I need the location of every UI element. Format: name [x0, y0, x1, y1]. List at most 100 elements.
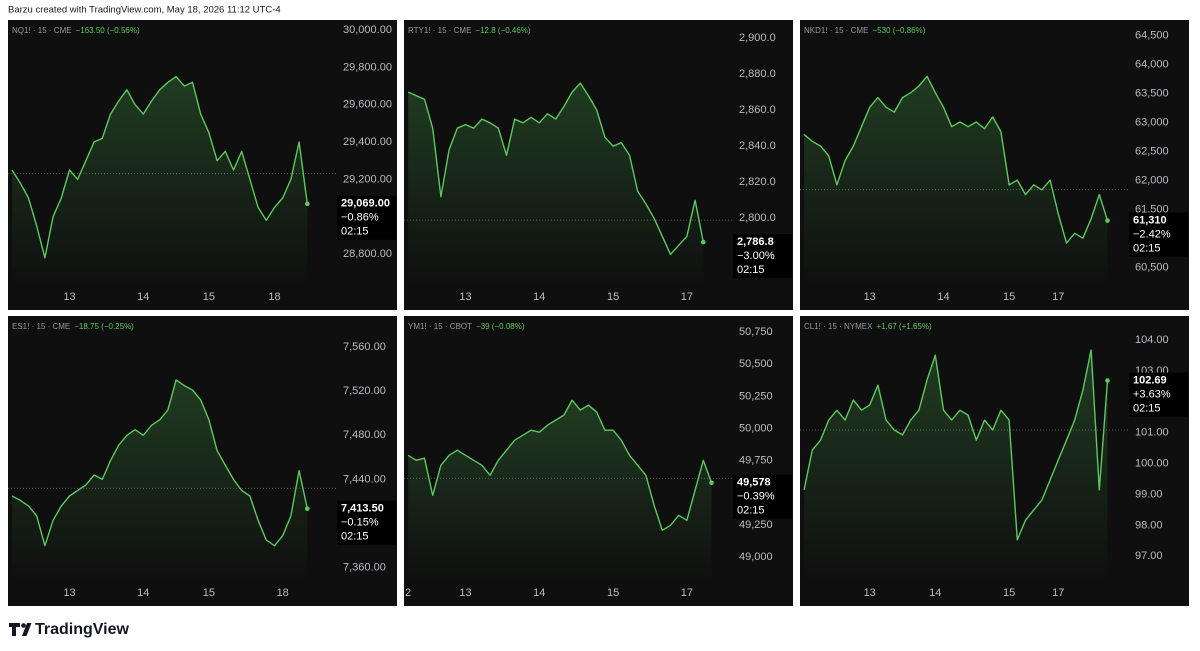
price-box-change: −0.39%: [737, 491, 775, 503]
price-box: [733, 474, 792, 519]
price-box: [337, 195, 396, 240]
price-line: [407, 82, 704, 256]
legend-symbol: NQ1! · 15 · CME: [12, 26, 72, 35]
y-tick-label: 62,500: [1135, 145, 1169, 157]
legend: NKD1! · 15 · CME −530 (−0.86%): [804, 26, 926, 35]
y-tick-label: 99.00: [1135, 488, 1163, 500]
price-box-price: 7,413.50: [341, 503, 384, 515]
x-tick-label: 15: [203, 587, 215, 599]
legend-change: −530 (−0.86%): [872, 26, 925, 35]
x-tick-label: 14: [937, 291, 949, 303]
y-tick-label: 7,480.00: [343, 429, 386, 441]
y-tick-label: 7,360.00: [343, 562, 386, 574]
legend: ES1! · 15 · CME −18.75 (−0.25%): [12, 322, 134, 331]
price-box-price: 61,310: [1133, 214, 1167, 226]
price-box-countdown: 02:15: [341, 226, 369, 238]
y-tick-label: 50,500: [739, 358, 773, 370]
y-tick-label: 50,250: [739, 390, 773, 402]
legend-symbol: YM1! · 15 · CBOT: [408, 322, 472, 331]
y-tick-label: 2,880.0: [739, 68, 776, 80]
price-box-change: −3.00%: [737, 250, 775, 262]
x-tick-label: 17: [681, 587, 693, 599]
price-box-price: 2,786.8: [737, 236, 774, 248]
x-tick-label: 14: [137, 291, 149, 303]
y-tick-label: 98.00: [1135, 519, 1163, 531]
y-tick-label: 60,500: [1135, 261, 1169, 273]
x-tick-label: 13: [864, 291, 876, 303]
y-tick-label: 2,860.0: [739, 104, 776, 116]
y-tick-label: 29,400.00: [343, 136, 392, 148]
legend-change: −39 (−0.08%): [476, 322, 525, 331]
price-box-countdown: 02:15: [737, 264, 765, 276]
legend-change: −12.8 (−0.46%): [475, 26, 530, 35]
last-point: [1105, 378, 1110, 383]
y-tick-label: 50,750: [739, 326, 773, 338]
legend-symbol: ES1! · 15 · CME: [12, 322, 70, 331]
x-tick-label: 15: [1003, 587, 1015, 599]
price-box-countdown: 02:15: [341, 531, 369, 543]
y-tick-label: 100.00: [1135, 458, 1169, 470]
y-tick-label: 97.00: [1135, 550, 1163, 562]
y-tick-label: 49,250: [739, 519, 773, 531]
y-tick-label: 63,000: [1135, 116, 1169, 128]
price-box: [1129, 212, 1188, 257]
x-tick-label: 15: [203, 291, 215, 303]
x-tick-label: 14: [533, 587, 545, 599]
legend-change: +1.67 (+1.65%): [876, 322, 931, 331]
y-tick-label: 62,000: [1135, 174, 1169, 186]
price-box: [733, 234, 792, 279]
header: Barzu created with TradingView.com, May …: [8, 5, 281, 16]
x-tick-label: 14: [533, 291, 545, 303]
price-box: [337, 500, 396, 545]
y-tick-label: 63,500: [1135, 87, 1169, 99]
x-tick-label: 14: [137, 587, 149, 599]
price-line: [803, 75, 1109, 244]
area-fill: [12, 380, 308, 581]
price-line: [11, 379, 308, 547]
x-tick-label: 13: [63, 291, 75, 303]
x-tick-label: 17: [1052, 587, 1064, 599]
x-tick-label: 17: [1052, 291, 1064, 303]
legend-symbol: NKD1! · 15 · CME: [804, 26, 868, 35]
y-tick-label: 29,800.00: [343, 61, 392, 73]
x-tick-label: 15: [1003, 291, 1015, 303]
price-box-countdown: 02:15: [737, 505, 765, 517]
x-tick-label: 14: [929, 587, 941, 599]
y-tick-label: 101.00: [1135, 427, 1169, 439]
y-tick-label: 104.00: [1135, 334, 1169, 346]
x-tick-label: 13: [459, 291, 471, 303]
y-tick-label: 2,900.0: [739, 32, 776, 44]
legend-change: −18.75 (−0.25%): [74, 322, 134, 331]
last-point: [709, 480, 714, 486]
x-tick-label: 18: [268, 291, 280, 303]
x-tick-label: 15: [607, 587, 619, 599]
area-fill: [804, 350, 1108, 581]
y-tick-label: 61,500: [1135, 203, 1169, 215]
area-fill: [408, 83, 704, 285]
price-box-countdown: 02:15: [1133, 242, 1161, 254]
y-tick-label: 2,840.0: [739, 140, 776, 152]
last-point: [701, 239, 706, 245]
price-box-countdown: 02:15: [1133, 402, 1161, 414]
area-fill: [804, 76, 1108, 285]
y-tick-label: 7,560.00: [343, 341, 386, 353]
legend: RTY1! · 15 · CME −12.8 (−0.46%): [408, 26, 531, 35]
y-tick-label: 64,500: [1135, 29, 1169, 41]
price-box: [1129, 372, 1188, 417]
legend-change: −163.50 (−0.56%): [76, 26, 140, 35]
price-box-price: 29,069.00: [341, 198, 390, 210]
x-tick-label: 13: [459, 587, 471, 599]
price-line: [11, 76, 308, 259]
logo: [9, 623, 32, 636]
area-fill: [12, 76, 308, 285]
y-tick-label: 28,800.00: [343, 248, 392, 260]
legend: CL1! · 15 · NYMEX +1.67 (+1.65%): [804, 322, 932, 331]
y-tick-label: 2,800.0: [739, 212, 776, 224]
price-line: [803, 349, 1109, 541]
x-tick-label: 17: [681, 291, 693, 303]
price-box-change: −2.42%: [1133, 228, 1171, 240]
legend: NQ1! · 15 · CME −163.50 (−0.56%): [12, 26, 140, 35]
x-tick-label: 18: [277, 587, 289, 599]
price-line: [407, 399, 713, 531]
